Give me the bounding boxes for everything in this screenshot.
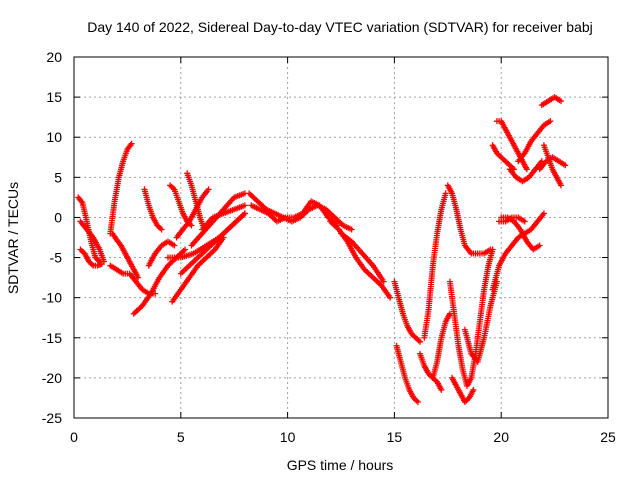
data-point xyxy=(470,386,477,393)
y-tick-label: 5 xyxy=(54,169,62,185)
plot-frame xyxy=(73,56,609,419)
series-seg-af xyxy=(493,118,530,173)
series-seg-ag xyxy=(506,158,545,185)
series-seg-b xyxy=(77,246,105,269)
data-point xyxy=(540,210,547,217)
data-point xyxy=(417,338,424,345)
series-seg-an xyxy=(489,210,547,293)
series-seg-q xyxy=(199,202,248,233)
data-point xyxy=(523,166,530,173)
data-point xyxy=(128,140,135,147)
data-point xyxy=(348,226,355,233)
x-axis-title: GPS time / hours xyxy=(287,457,394,473)
data-point xyxy=(442,190,449,197)
x-tick-label: 20 xyxy=(493,429,509,445)
x-axis: 0 5 10 15 20 25 xyxy=(70,57,616,445)
data-point xyxy=(100,258,107,265)
grid xyxy=(74,57,608,418)
series-seg-ac xyxy=(444,182,494,257)
data-point xyxy=(438,386,445,393)
series-seg-aj xyxy=(536,154,569,173)
series-seg-ak xyxy=(540,142,565,189)
series-seg-t xyxy=(327,218,394,301)
data-point xyxy=(380,278,387,285)
series-seg-ai xyxy=(538,94,565,109)
y-tick-label: 10 xyxy=(46,129,62,145)
series-seg-o xyxy=(177,210,248,277)
series-seg-s xyxy=(248,198,340,229)
y-tick-label: 20 xyxy=(46,49,62,65)
y-axis-title: SDTVAR / TECUs xyxy=(5,182,21,294)
data-point xyxy=(158,226,165,233)
data-point xyxy=(171,242,178,249)
data-point xyxy=(487,246,494,253)
data-point xyxy=(521,218,528,225)
x-tick-label: 15 xyxy=(387,429,403,445)
data-point xyxy=(414,398,421,405)
y-tick-label: 15 xyxy=(46,89,62,105)
x-tick-label: 25 xyxy=(600,429,616,445)
y-tick-label: 0 xyxy=(54,209,62,225)
y-tick-label: -25 xyxy=(42,410,62,426)
chart-title: Day 140 of 2022, Sidereal Day-to-day VTE… xyxy=(87,19,593,35)
series-seg-ah xyxy=(515,118,554,165)
data-point xyxy=(241,202,248,209)
series-seg-am xyxy=(496,214,528,225)
data-point xyxy=(205,186,212,193)
series-seg-i xyxy=(145,238,178,269)
series-seg-ae xyxy=(489,142,518,173)
series-seg-g xyxy=(130,246,189,317)
y-tick-label: -15 xyxy=(42,330,62,346)
series-seg-w xyxy=(393,342,421,405)
series-seg-k xyxy=(169,234,227,305)
y-tick-label: -20 xyxy=(42,370,62,386)
y-tick-label: -5 xyxy=(50,250,63,266)
series-seg-z xyxy=(429,310,453,381)
data-point xyxy=(547,118,554,125)
x-tick-label: 5 xyxy=(177,429,185,445)
data-point xyxy=(562,162,569,169)
data-point xyxy=(241,210,248,217)
data-point xyxy=(182,246,189,253)
series-seg-j xyxy=(167,182,195,229)
series-seg-f xyxy=(107,262,159,297)
series-seg-e xyxy=(109,230,142,281)
series-seg-aa xyxy=(446,246,496,389)
series-seg-c xyxy=(77,218,107,265)
series-seg-m xyxy=(173,186,212,241)
series-seg-h xyxy=(141,186,165,233)
series-seg-ab xyxy=(449,374,477,405)
series-seg-v xyxy=(391,278,424,345)
data-point xyxy=(387,294,394,301)
data-point xyxy=(558,182,565,189)
data-point xyxy=(536,242,543,249)
x-tick-label: 10 xyxy=(280,429,296,445)
data-point xyxy=(558,98,565,105)
y-tick-label: -10 xyxy=(42,290,62,306)
y-axis: -25 -20 -15 -10 -5 0 5 10 15 20 xyxy=(42,49,608,426)
series-seg-u xyxy=(338,230,387,285)
data-point xyxy=(135,274,142,281)
series-seg-d xyxy=(107,140,135,237)
series-seg-y xyxy=(421,190,449,341)
x-tick-label: 0 xyxy=(70,429,78,445)
series-seg-x xyxy=(417,350,445,393)
series-seg-l xyxy=(184,170,208,233)
data-points xyxy=(75,94,569,405)
data-point xyxy=(188,222,195,229)
